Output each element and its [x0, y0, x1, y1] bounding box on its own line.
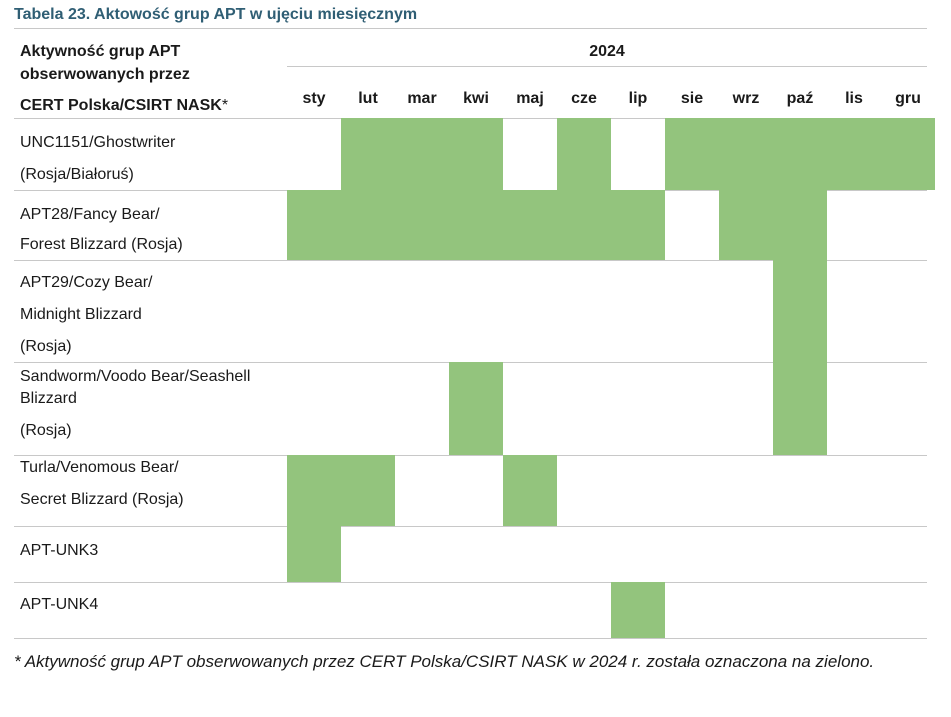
header-label-line3: CERT Polska/CSIRT NASK*: [20, 96, 228, 115]
activity-cell: [719, 118, 773, 190]
group-label-line: Sandworm/Voodo Bear/Seashell: [20, 368, 251, 385]
activity-cell: [449, 190, 503, 260]
group-label-line: (Rosja): [20, 338, 72, 355]
activity-cell: [557, 190, 611, 260]
activity-cell: [719, 190, 773, 260]
activity-cell: [827, 118, 881, 190]
year-header: 2024: [589, 43, 625, 60]
header-label-text: CERT Polska/CSIRT NASK: [20, 97, 222, 114]
activity-cell: [395, 190, 449, 260]
activity-cell: [773, 190, 827, 260]
activity-cell: [341, 118, 395, 190]
activity-cell: [611, 582, 665, 638]
group-label-line: (Rosja/Białoruś): [20, 166, 134, 183]
footnote: * Aktywność grup APT obserwowanych przez…: [14, 652, 875, 671]
title-divider: [14, 28, 927, 29]
activity-cell: [503, 190, 557, 260]
month-header-11: gru: [895, 90, 921, 107]
month-header-7: sie: [680, 90, 704, 107]
activity-cell: [449, 362, 503, 455]
month-header-10: lis: [845, 90, 863, 107]
month-header-8: wrz: [732, 90, 760, 107]
month-header-9: paź: [786, 90, 814, 107]
month-header-4: maj: [516, 90, 544, 107]
activity-cell: [773, 260, 827, 362]
activity-cell: [341, 455, 395, 526]
activity-cell: [665, 118, 719, 190]
row-divider: [14, 526, 927, 527]
month-header-5: cze: [571, 90, 597, 107]
row-divider: [14, 638, 927, 639]
row-divider: [14, 260, 927, 261]
year-divider: [287, 66, 927, 67]
group-label-line: Midnight Blizzard: [20, 306, 142, 323]
group-label-line: APT-UNK4: [20, 596, 99, 613]
header-label-line2: obserwowanych przez: [20, 66, 190, 83]
group-label-line: Secret Blizzard (Rosja): [20, 491, 184, 508]
activity-cell: [287, 455, 341, 526]
month-header-6: lip: [628, 90, 648, 107]
table-title: Tabela 23. Aktowość grup APT w ujęciu mi…: [14, 6, 418, 23]
activity-cell: [395, 118, 449, 190]
activity-cell: [557, 118, 611, 190]
month-header-0: sty: [302, 90, 326, 107]
month-header-3: kwi: [463, 90, 489, 107]
group-label-line: (Rosja): [20, 422, 72, 439]
group-label-line: Blizzard: [20, 390, 77, 407]
row-divider: [14, 582, 927, 583]
activity-cell: [287, 526, 341, 582]
header-asterisk: *: [221, 97, 229, 114]
activity-cell: [773, 362, 827, 455]
group-label-line: UNC1151/Ghostwriter: [20, 134, 176, 151]
group-label-line: Forest Blizzard (Rosja): [20, 236, 183, 253]
activity-cell: [503, 455, 557, 526]
group-label-line: APT28/Fancy Bear/: [20, 206, 160, 223]
activity-cell: [611, 190, 665, 260]
group-label-line: APT-UNK3: [20, 542, 99, 559]
group-label-line: APT29/Cozy Bear/: [20, 274, 153, 291]
header-label-line1: Aktywność grup APT: [20, 43, 181, 60]
activity-cell: [341, 190, 395, 260]
group-label-line: Turla/Venomous Bear/: [20, 459, 179, 476]
row-divider: [14, 455, 927, 456]
activity-cell: [449, 118, 503, 190]
month-header-2: mar: [407, 90, 437, 107]
activity-cell: [287, 190, 341, 260]
activity-cell: [773, 118, 827, 190]
month-header-1: lut: [358, 90, 378, 107]
activity-cell: [881, 118, 935, 190]
